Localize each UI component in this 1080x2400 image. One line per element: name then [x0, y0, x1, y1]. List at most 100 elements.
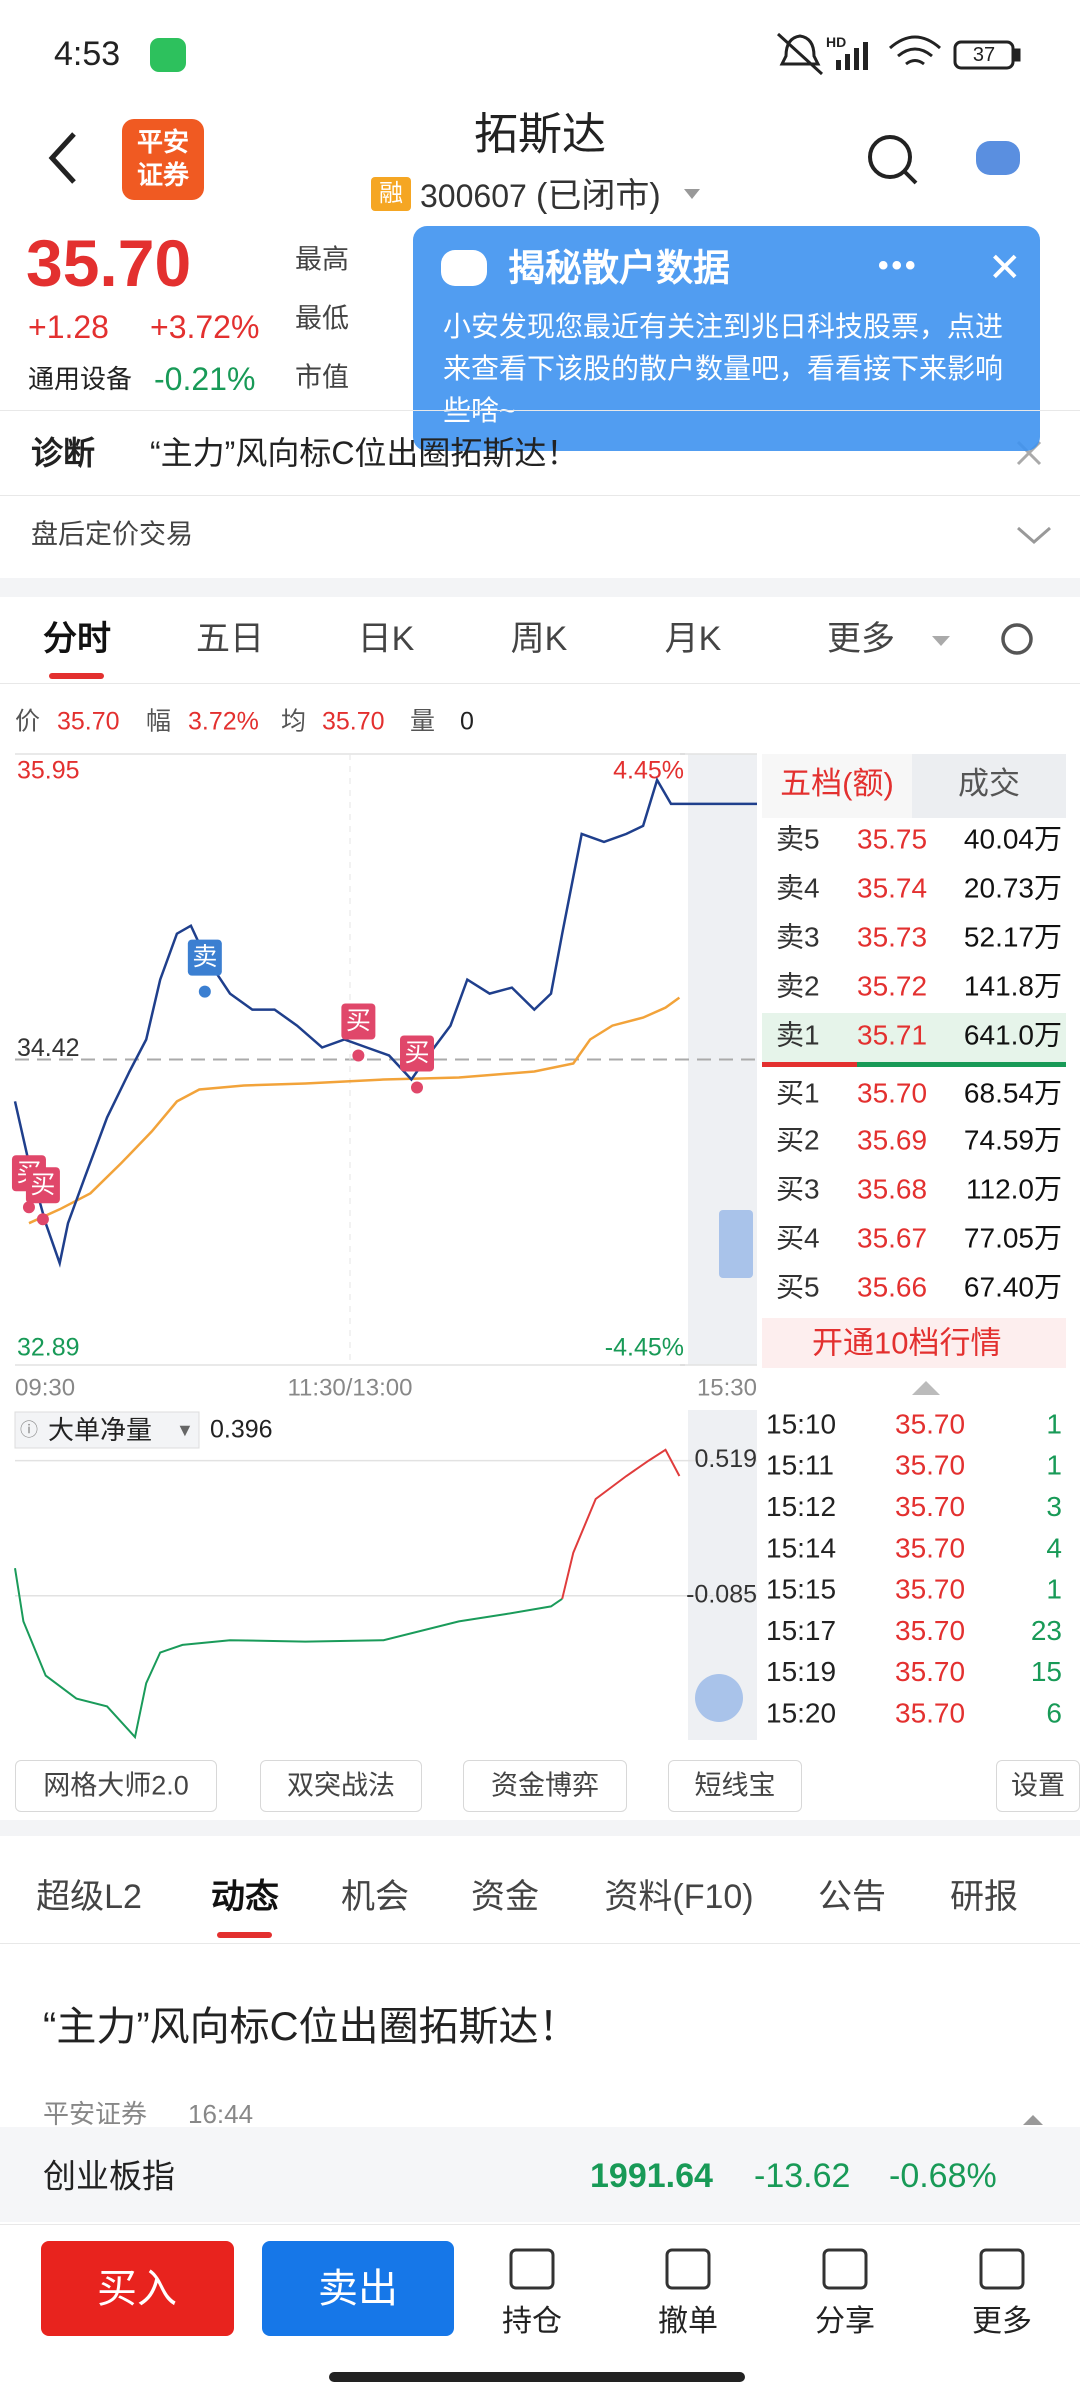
popup-close[interactable]: ✕	[988, 246, 1022, 290]
expand-chevron[interactable]	[1017, 526, 1051, 544]
news-title[interactable]: “主力”风向标C位出圈拓斯达！	[43, 2005, 579, 2049]
nav-icon	[979, 2248, 1025, 2290]
book-price: 35.75	[857, 823, 927, 854]
trade-dot	[411, 1081, 423, 1094]
info-tab[interactable]: 公告	[818, 1878, 886, 1916]
sell-button[interactable]: 卖出	[318, 2267, 398, 2311]
y-tick-label: 0.519	[694, 1445, 757, 1473]
book-level: 买2	[776, 1124, 820, 1155]
broker-logo	[122, 119, 204, 200]
nav-item[interactable]: 撤单	[658, 2305, 718, 2338]
book-volume: 67.40万	[964, 1271, 1062, 1302]
book-price: 35.69	[857, 1124, 927, 1155]
diagnosis-text[interactable]: “主力”风向标C位出圈拓斯达！	[150, 435, 579, 471]
info-tab[interactable]: 研报	[950, 1878, 1018, 1916]
book-price: 35.73	[857, 921, 927, 952]
buy-button[interactable]: 买入	[97, 2267, 177, 2311]
book-volume: 141.8万	[964, 970, 1062, 1001]
info-label: 幅	[146, 707, 172, 736]
tool-button[interactable]	[668, 1760, 802, 1812]
upgrade-link[interactable]: 开通10档行情	[812, 1325, 1002, 1361]
tool-button[interactable]	[260, 1760, 422, 1812]
sell-button-bg[interactable]	[262, 2241, 454, 2336]
margin-tag: 融	[379, 180, 403, 207]
after-hours-label[interactable]: 盘后定价交易	[31, 519, 193, 550]
book-price: 35.66	[857, 1271, 927, 1302]
trade-marker-label: 买	[346, 1007, 371, 1035]
sector: 通用设备	[28, 364, 133, 394]
dropdown-arrow[interactable]	[684, 189, 700, 199]
wechat-icon	[150, 38, 186, 72]
chart-tab[interactable]: 五日	[196, 620, 264, 658]
trade-price: 35.70	[895, 1574, 965, 1605]
news-time: 16:44	[188, 2099, 254, 2129]
divider	[0, 495, 1080, 496]
book-price: 35.71	[857, 1019, 927, 1050]
info-tab[interactable]: 动态	[211, 1878, 279, 1916]
diagnosis-label: 诊断	[31, 435, 96, 471]
price-change-pct: +3.72%	[150, 309, 260, 345]
tool-button[interactable]	[15, 1760, 217, 1812]
popup-title: 揭秘散户数据	[508, 247, 730, 289]
tool-label: 网格大师2.0	[43, 1770, 189, 1801]
trade-marker-label: 买	[30, 1171, 55, 1199]
trade-dot	[352, 1049, 365, 1062]
chart-tab[interactable]: 更多	[827, 620, 895, 658]
popup-menu[interactable]: •••	[878, 249, 919, 282]
index-bar[interactable]	[0, 2127, 1080, 2222]
book-tab: 五档(额)	[780, 766, 894, 801]
trade-marker	[400, 1035, 434, 1072]
book-level: 卖5	[776, 823, 820, 854]
trade-price: 35.70	[895, 1491, 965, 1522]
search-icon[interactable]	[868, 135, 912, 179]
book-price: 35.68	[857, 1173, 927, 1204]
back-arrow[interactable]	[48, 132, 76, 184]
book-volume: 68.54万	[964, 1077, 1062, 1108]
more-arrow	[932, 636, 950, 646]
divider	[0, 683, 1080, 684]
tool-label: 设置	[1011, 1770, 1065, 1801]
row-bar-green	[857, 1062, 1066, 1067]
settings-icon[interactable]	[1001, 623, 1033, 655]
divider	[0, 2224, 1080, 2225]
nav-item[interactable]: 分享	[815, 2305, 875, 2338]
info-tab[interactable]: 资料(F10)	[604, 1878, 754, 1916]
nav-item[interactable]: 持仓	[502, 2305, 562, 2338]
book-volume: 40.04万	[964, 823, 1062, 854]
info-tab[interactable]: 超级L2	[36, 1878, 142, 1916]
trade-marker-label: 卖	[192, 943, 217, 971]
home-indicator	[329, 2372, 745, 2382]
trade-time: 15:11	[766, 1450, 834, 1481]
buy-button-bg[interactable]	[41, 2241, 234, 2336]
info-tab[interactable]: 机会	[341, 1878, 409, 1916]
indicator-select[interactable]	[14, 1411, 200, 1449]
indicator-name[interactable]: 大单净量	[48, 1415, 153, 1445]
indicator-arrow: ▼	[176, 1420, 194, 1440]
section-gap	[0, 578, 1080, 597]
index-change-pct: -0.68%	[889, 2157, 997, 2195]
info-label: 价	[15, 707, 41, 736]
fullscreen-button[interactable]	[695, 1674, 743, 1722]
chart-tab[interactable]: 分时	[43, 620, 111, 658]
y-tick-label: 34.42	[17, 1034, 80, 1062]
panel-toggle[interactable]	[719, 1210, 753, 1278]
nav-item[interactable]: 更多	[972, 2305, 1032, 2338]
info-tab[interactable]: 资金	[471, 1878, 539, 1916]
book-volume: 20.73万	[964, 872, 1062, 903]
divider	[0, 410, 1080, 411]
y2-tick-label: 4.45%	[613, 757, 684, 785]
margin-tag-bg	[371, 177, 411, 211]
index-arrow	[1023, 2115, 1043, 2125]
assistant-icon[interactable]	[976, 141, 1020, 175]
book-volume: 77.05万	[964, 1222, 1062, 1253]
tool-button[interactable]	[463, 1760, 627, 1812]
trade-time: 15:20	[766, 1697, 836, 1728]
chart-tab[interactable]: 月K	[664, 620, 722, 658]
chart-tab[interactable]: 周K	[510, 620, 568, 658]
popup[interactable]: 揭秘散户数据 ••• ✕ 小安发现您最近有关注到兆日科技股票，点进来查看下该股的…	[413, 226, 1040, 451]
info-value: 35.70	[322, 707, 385, 736]
chart-tab[interactable]: 日K	[357, 620, 415, 658]
book-level: 买1	[776, 1077, 820, 1108]
trade-dot	[198, 985, 211, 998]
book-volume: 74.59万	[964, 1124, 1062, 1155]
